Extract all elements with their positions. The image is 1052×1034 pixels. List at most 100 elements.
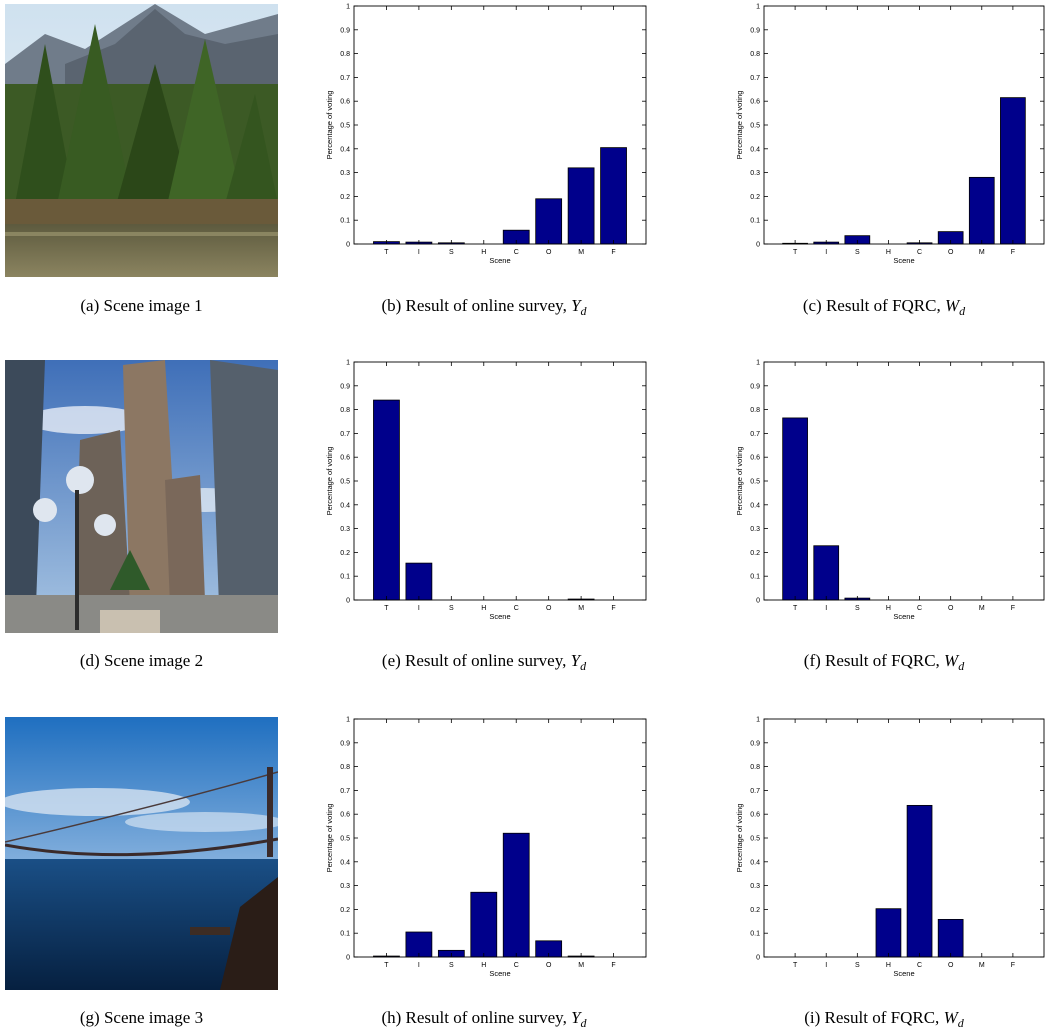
x-tick-label: S: [855, 605, 860, 612]
y-tick-label: 0.2: [750, 550, 760, 557]
y-tick-label: 0.3: [340, 170, 350, 177]
y-tick-label: 1: [756, 717, 760, 724]
bar-T: [373, 399, 400, 601]
caption-symbol: W: [944, 296, 960, 315]
x-tick-label: O: [948, 249, 954, 256]
y-tick-label: 0.8: [340, 51, 350, 58]
caption-h: (h) Result of online survey, Yd: [314, 1008, 654, 1030]
chart-b: 0 0.1 0.2 0.3 0.4 0.5 0.6 0.7 0.8 0.9 1 T I S H C O M F Sce…: [314, 4, 654, 274]
caption-symbol: Y: [570, 651, 581, 670]
y-tick-label: 0.9: [340, 740, 350, 747]
y-tick-label: 0.5: [750, 479, 760, 486]
y-tick-label: 0: [346, 955, 350, 962]
x-tick-label: S: [449, 605, 454, 612]
bar-O: [937, 918, 964, 958]
y-tick-label: 0.4: [340, 502, 350, 509]
y-tick-label: 0.3: [750, 170, 760, 177]
y-tick-label: 0.3: [340, 526, 350, 533]
caption-g: (g) Scene image 3: [5, 1008, 278, 1028]
bar-F: [600, 147, 627, 245]
y-tick-label: 0.2: [340, 907, 350, 914]
caption-d: (d) Scene image 2: [5, 651, 278, 671]
bridge-coast-photo: [5, 717, 278, 990]
x-tick-label: C: [514, 249, 519, 256]
caption-subscript: d: [580, 304, 587, 318]
bar-C: [502, 832, 530, 958]
caption-subscript: d: [959, 304, 966, 318]
x-tick-label: H: [481, 962, 486, 969]
y-tick-label: 0.1: [340, 218, 350, 225]
y-axis-title: Percentage of voting: [325, 91, 334, 160]
x-tick-label: O: [948, 962, 954, 969]
y-axis-title: Percentage of voting: [735, 447, 744, 516]
plot-frame: [763, 718, 1045, 958]
bar-chart-svg: 0 0.1 0.2 0.3 0.4 0.5 0.6 0.7 0.8 0.9 1 T I S H C O M F Sce…: [735, 717, 1045, 978]
x-tick-label: M: [979, 962, 985, 969]
x-tick-label: H: [886, 605, 891, 612]
chart-e: 0 0.1 0.2 0.3 0.4 0.5 0.6 0.7 0.8 0.9 1 T I S H C O M F Sce…: [314, 360, 654, 630]
y-tick-label: 0.9: [750, 383, 760, 390]
y-tick-label: 0.5: [750, 836, 760, 843]
x-tick-label: I: [825, 249, 827, 256]
y-tick-label: 0.9: [340, 383, 350, 390]
x-tick-label: H: [886, 249, 891, 256]
y-tick-label: 0.5: [340, 479, 350, 486]
caption-c: (c) Result of FQRC, Wd: [724, 296, 1044, 318]
y-tick-label: 0.4: [340, 859, 350, 866]
x-tick-label: F: [611, 605, 615, 612]
y-tick-label: 0.5: [340, 123, 350, 130]
y-tick-label: 0.6: [750, 812, 760, 819]
y-tick-label: 0.4: [340, 146, 350, 153]
x-tick-label: I: [825, 962, 827, 969]
x-tick-label: H: [481, 249, 486, 256]
x-tick-label: S: [855, 962, 860, 969]
bar-M: [968, 176, 995, 245]
x-tick-label: F: [1011, 605, 1015, 612]
y-tick-label: 0.7: [340, 75, 350, 82]
caption-e: (e) Result of online survey, Yd: [314, 651, 654, 673]
x-tick-label: O: [546, 249, 552, 256]
y-tick-label: 0.7: [750, 788, 760, 795]
x-tick-label: F: [611, 962, 615, 969]
x-tick-label: C: [917, 249, 922, 256]
bar-F: [1000, 97, 1026, 245]
y-tick-label: 0: [756, 955, 760, 962]
y-tick-label: 0.6: [340, 99, 350, 106]
forest-mountain-photo: [5, 4, 278, 277]
bar-H: [875, 908, 902, 958]
caption-symbol: Y: [571, 296, 581, 315]
x-tick-label: F: [1011, 249, 1015, 256]
bar-T: [782, 417, 808, 601]
y-axis-title: Percentage of voting: [735, 91, 744, 160]
scene-image-3: [5, 717, 278, 990]
y-tick-label: 0.5: [750, 123, 760, 130]
y-tick-label: 0.7: [750, 431, 760, 438]
x-tick-label: M: [979, 605, 985, 612]
y-tick-label: 0.1: [750, 931, 760, 938]
y-tick-label: 0.7: [340, 431, 350, 438]
bar-C: [906, 804, 933, 958]
x-tick-label: H: [886, 962, 891, 969]
chart-h: 0 0.1 0.2 0.3 0.4 0.5 0.6 0.7 0.8 0.9 1 T I S H C O M F Sce…: [314, 717, 654, 987]
x-axis-title: Scene: [489, 969, 510, 978]
y-tick-label: 0.1: [750, 574, 760, 581]
y-tick-label: 0.8: [340, 764, 350, 771]
y-tick-label: 1: [346, 717, 350, 724]
bar-chart-svg: 0 0.1 0.2 0.3 0.4 0.5 0.6 0.7 0.8 0.9 1 T I S H C O M F Sce…: [325, 360, 647, 621]
caption-b: (b) Result of online survey, Yd: [314, 296, 654, 318]
bar-O: [535, 198, 563, 245]
y-tick-label: 0: [756, 242, 760, 249]
y-tick-label: 0.9: [750, 740, 760, 747]
x-axis-title: Scene: [489, 256, 510, 265]
y-tick-label: 0.4: [750, 146, 760, 153]
x-axis-title: Scene: [893, 256, 914, 265]
bar-chart-svg: 0 0.1 0.2 0.3 0.4 0.5 0.6 0.7 0.8 0.9 1 T I S H C O M F Sce…: [325, 4, 647, 265]
y-tick-label: 0.3: [750, 883, 760, 890]
y-tick-label: 0.6: [340, 455, 350, 462]
x-tick-label: T: [793, 605, 798, 612]
x-tick-label: C: [514, 962, 519, 969]
y-tick-label: 0.8: [750, 764, 760, 771]
x-tick-label: O: [546, 962, 552, 969]
y-tick-label: 0.2: [340, 550, 350, 557]
x-tick-label: O: [948, 605, 954, 612]
